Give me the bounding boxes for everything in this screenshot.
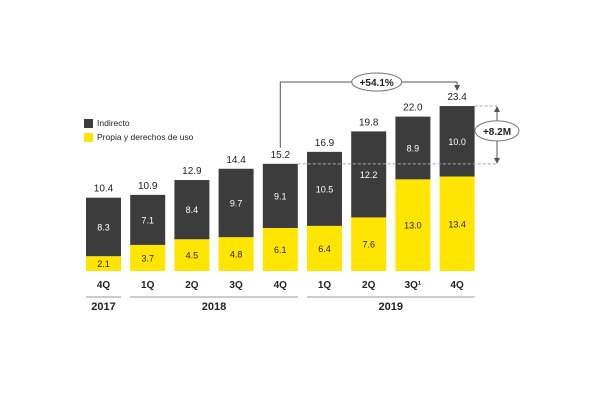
total-label: 12.9: [182, 166, 202, 177]
growth-label: +54.1%: [360, 78, 394, 89]
value-label-indirecto: 8.9: [407, 143, 420, 153]
bar-segment-indirecto: [174, 180, 210, 240]
bar-segment-propia: [262, 227, 298, 271]
total-label: 22.0: [403, 103, 423, 114]
bar-segment-indirecto: [351, 131, 387, 218]
category-label: 4Q: [274, 280, 288, 291]
year-label: 2017: [91, 301, 115, 313]
value-label-propia: 4.8: [230, 250, 243, 260]
legend: Indirecto Propia y derechos de uso: [84, 116, 193, 144]
value-label-indirecto: 8.4: [186, 205, 199, 215]
legend-item-propia: Propia y derechos de uso: [84, 130, 193, 144]
bar-segment-propia: [130, 244, 166, 271]
value-label-indirecto: 12.2: [360, 170, 378, 180]
bar-segment-indirecto: [439, 106, 475, 177]
bar-segment-indirecto: [86, 197, 121, 257]
value-label-indirecto: 10.5: [316, 184, 334, 194]
bar-segment-indirecto: [218, 168, 254, 238]
category-label: 3Q¹: [405, 280, 422, 291]
value-label-propia: 4.5: [186, 251, 199, 261]
value-label-indirecto: 9.1: [274, 191, 287, 201]
bar-segment-propia: [307, 225, 342, 271]
category-label: 1Q: [318, 280, 332, 291]
total-label: 19.8: [359, 117, 379, 128]
legend-item-indirecto: Indirecto: [84, 116, 193, 130]
total-label: 15.2: [271, 150, 291, 161]
bar-segment-propia: [174, 239, 210, 271]
bar-segment-indirecto: [262, 163, 298, 228]
growth-badge: [351, 72, 403, 92]
value-label-indirecto: 10.0: [448, 137, 466, 147]
delta-label: +8.2M: [483, 127, 511, 138]
category-label: 4Q: [450, 280, 464, 291]
value-label-propia: 6.4: [318, 244, 331, 254]
bar-segment-propia: [395, 179, 431, 271]
category-label: 1Q: [141, 280, 155, 291]
value-label-propia: 13.0: [404, 221, 422, 231]
total-label: 14.4: [226, 155, 246, 166]
legend-swatch-indirecto: [84, 118, 93, 128]
total-label: 10.9: [138, 181, 158, 192]
bar-segment-propia: [218, 237, 254, 271]
category-label: 4Q: [97, 280, 111, 291]
total-label: 23.4: [447, 92, 467, 103]
value-label-propia: 2.1: [97, 259, 110, 269]
total-label: 16.9: [315, 138, 335, 149]
legend-label-indirecto: Indirecto: [97, 118, 130, 128]
value-label-indirecto: 7.1: [141, 215, 154, 225]
category-label: 2Q: [362, 280, 376, 291]
bar-segment-propia: [351, 217, 387, 271]
bar-segment-propia: [439, 176, 475, 271]
total-label: 10.4: [94, 184, 114, 195]
delta-arrowhead-up: [494, 106, 500, 113]
bar-segment-indirecto: [130, 194, 166, 245]
year-label: 2019: [379, 301, 403, 313]
bar-segment-propia: [86, 256, 121, 271]
category-label: 3Q: [229, 280, 243, 291]
delta-arrowhead-down: [494, 157, 500, 164]
legend-swatch-propia: [84, 132, 93, 142]
value-label-propia: 6.1: [274, 245, 287, 255]
legend-label-propia: Propia y derechos de uso: [97, 132, 194, 142]
growth-bracket-arrowhead: [454, 85, 461, 92]
value-label-propia: 13.4: [448, 219, 466, 229]
year-label: 2018: [202, 301, 226, 313]
category-label: 2Q: [185, 280, 199, 291]
value-label-propia: 7.6: [362, 240, 375, 250]
bar-segment-indirecto: [395, 116, 431, 180]
value-label-indirecto: 8.3: [97, 222, 110, 232]
delta-badge: [474, 120, 520, 142]
value-label-propia: 3.7: [141, 253, 154, 263]
value-label-indirecto: 9.7: [230, 198, 243, 208]
